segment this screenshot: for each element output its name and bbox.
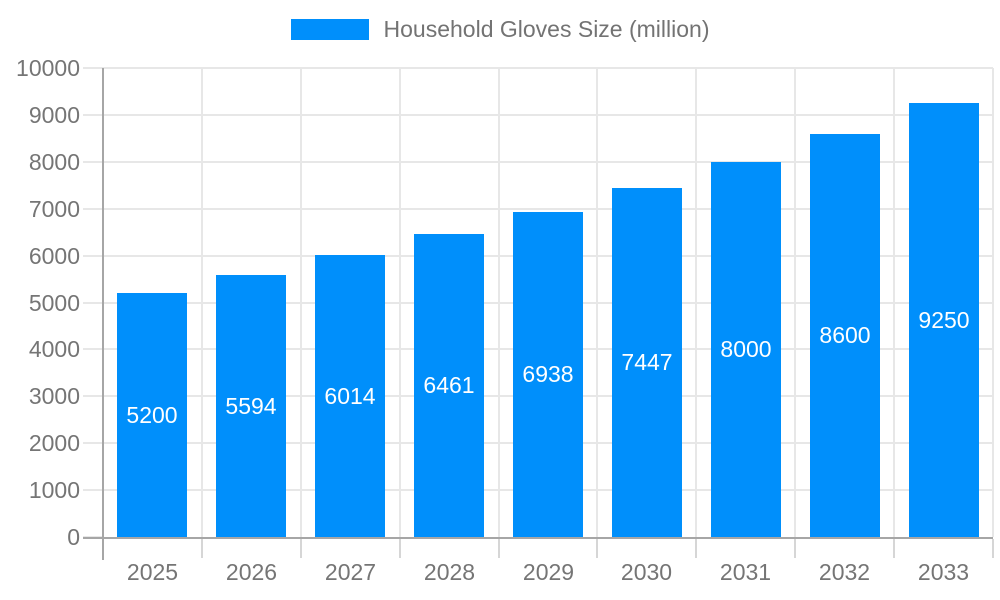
bar-value-label: 6938 xyxy=(522,361,574,387)
y-axis-label: 3000 xyxy=(28,383,80,409)
x-axis-label: 2027 xyxy=(324,559,377,585)
y-tick xyxy=(83,208,103,210)
bar-value-label: 6461 xyxy=(423,372,475,398)
y-axis-label: 5000 xyxy=(28,290,80,316)
y-axis-label: 8000 xyxy=(28,149,80,175)
bar-value-label: 7447 xyxy=(621,349,673,375)
x-grid-line xyxy=(695,68,697,537)
x-grid-line xyxy=(794,68,796,537)
y-axis-line xyxy=(102,68,104,560)
x-axis-label: 2031 xyxy=(719,559,772,585)
y-tick xyxy=(83,161,103,163)
bar[interactable]: 8600 xyxy=(810,134,880,537)
y-grid-line xyxy=(103,208,993,210)
y-axis-label: 7000 xyxy=(28,196,80,222)
bar-value-label: 9250 xyxy=(918,306,970,333)
x-grid-line xyxy=(893,68,895,537)
x-axis-line xyxy=(83,537,993,539)
bar[interactable]: 9250 xyxy=(909,103,979,537)
x-tick xyxy=(695,539,697,558)
x-axis-label: 2032 xyxy=(818,559,871,585)
y-axis-label: 4000 xyxy=(28,336,80,362)
bar[interactable]: 6938 xyxy=(513,212,583,537)
y-tick xyxy=(83,67,103,69)
y-axis-label: 0 xyxy=(67,524,80,550)
x-tick xyxy=(893,539,895,558)
x-grid-line xyxy=(596,68,598,537)
x-tick xyxy=(399,539,401,558)
y-axis-label: 6000 xyxy=(28,243,80,269)
x-axis-label: 2029 xyxy=(522,559,575,585)
bar[interactable]: 5200 xyxy=(117,293,187,537)
y-tick xyxy=(83,348,103,350)
y-tick xyxy=(83,395,103,397)
y-axis-label: 10000 xyxy=(16,55,80,81)
x-tick xyxy=(992,539,994,558)
y-axis-label: 9000 xyxy=(28,102,80,128)
x-grid-line xyxy=(498,68,500,537)
y-tick xyxy=(83,489,103,491)
x-grid-line xyxy=(201,68,203,537)
x-grid-line xyxy=(300,68,302,537)
bar[interactable]: 6461 xyxy=(414,234,484,537)
x-tick xyxy=(596,539,598,558)
bar-value-label: 6014 xyxy=(324,382,376,409)
y-grid-line xyxy=(103,114,993,116)
bar[interactable]: 7447 xyxy=(612,188,682,537)
bar-value-label: 8600 xyxy=(819,322,871,348)
y-tick xyxy=(83,255,103,257)
y-tick xyxy=(83,114,103,116)
x-tick xyxy=(498,539,500,558)
legend-swatch xyxy=(290,19,369,40)
legend-label: Household Gloves Size (million) xyxy=(383,16,710,42)
y-grid-line xyxy=(103,67,993,69)
bar[interactable]: 5594 xyxy=(216,275,286,537)
x-axis-label: 2026 xyxy=(225,559,278,585)
y-axis-label: 1000 xyxy=(28,477,80,503)
x-axis-label: 2028 xyxy=(423,559,476,585)
y-tick xyxy=(83,302,103,304)
x-tick xyxy=(201,539,203,558)
y-axis-label: 2000 xyxy=(28,430,80,456)
bar[interactable]: 6014 xyxy=(315,255,385,537)
y-grid-line xyxy=(103,161,993,163)
bar-value-label: 8000 xyxy=(720,336,772,362)
x-tick xyxy=(300,539,302,558)
y-tick xyxy=(83,442,103,444)
bar[interactable]: 8000 xyxy=(711,162,781,537)
x-grid-line xyxy=(399,68,401,537)
x-axis-label: 2025 xyxy=(126,559,179,585)
bar-value-label: 5594 xyxy=(225,392,277,419)
x-axis-label: 2030 xyxy=(620,559,673,585)
x-grid-line xyxy=(992,68,994,537)
x-tick xyxy=(794,539,796,558)
bar-value-label: 5200 xyxy=(126,401,178,428)
x-axis-label: 2033 xyxy=(917,559,970,585)
legend[interactable]: Household Gloves Size (million) xyxy=(0,16,1000,43)
